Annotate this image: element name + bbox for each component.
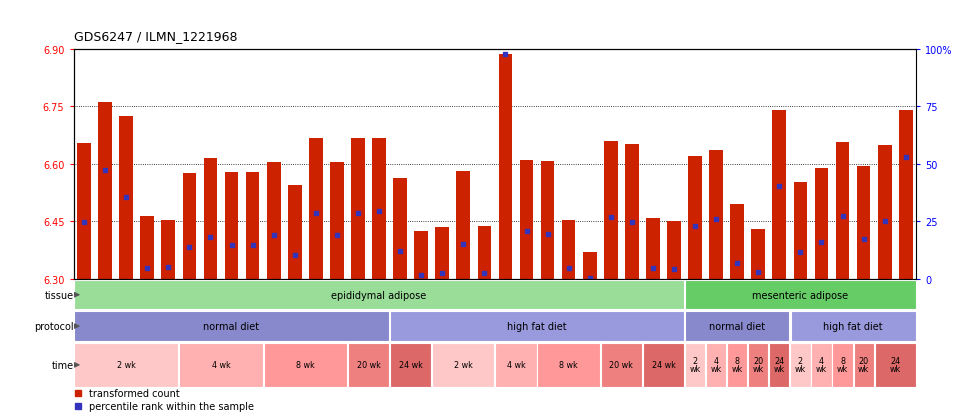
Bar [562, 220, 575, 279]
Text: mesenteric adipose: mesenteric adipose [753, 290, 849, 300]
Bar [519, 161, 533, 279]
Bar [182, 174, 196, 279]
Bar [685, 343, 706, 387]
Text: 2
wk: 2 wk [690, 356, 701, 373]
Bar [390, 312, 684, 341]
Bar [667, 222, 681, 279]
Bar [899, 111, 912, 279]
Bar [583, 252, 597, 279]
Text: 20
wk: 20 wk [753, 356, 763, 373]
Bar [625, 144, 639, 279]
Bar [854, 343, 874, 387]
Bar [351, 139, 365, 279]
Bar [267, 163, 280, 279]
Text: high fat diet: high fat diet [508, 321, 566, 331]
Bar [415, 231, 428, 279]
Text: GDS6247 / ILMN_1221968: GDS6247 / ILMN_1221968 [74, 31, 237, 43]
Bar [457, 171, 470, 279]
Bar [748, 343, 768, 387]
Bar [432, 343, 495, 387]
Bar [179, 343, 263, 387]
Bar [393, 178, 407, 279]
Text: 2
wk: 2 wk [795, 356, 806, 373]
Text: 8
wk: 8 wk [732, 356, 743, 373]
Text: protocol: protocol [34, 321, 74, 331]
Bar [140, 216, 154, 279]
Bar [77, 143, 91, 279]
Bar [710, 151, 723, 279]
Bar [685, 312, 789, 341]
Bar [495, 343, 537, 387]
Text: 20
wk: 20 wk [858, 356, 869, 373]
Bar [752, 230, 765, 279]
Bar [769, 343, 790, 387]
Bar [330, 163, 344, 279]
Text: 4 wk: 4 wk [212, 361, 230, 370]
Text: 24 wk: 24 wk [652, 361, 675, 370]
Text: time: time [51, 360, 74, 370]
Bar [790, 343, 810, 387]
Bar [772, 111, 786, 279]
Text: normal diet: normal diet [710, 321, 765, 331]
Text: 4
wk: 4 wk [816, 356, 827, 373]
Bar [706, 343, 726, 387]
Text: 24 wk: 24 wk [399, 361, 422, 370]
Text: percentile rank within the sample: percentile rank within the sample [88, 401, 254, 411]
Text: 8
wk: 8 wk [837, 356, 848, 373]
Text: 24
wk: 24 wk [890, 356, 901, 373]
Text: 24
wk: 24 wk [774, 356, 785, 373]
Text: transformed count: transformed count [88, 388, 179, 398]
Bar [204, 159, 218, 279]
Bar [727, 343, 748, 387]
Bar [878, 145, 892, 279]
Text: 2 wk: 2 wk [117, 361, 135, 370]
Bar [688, 157, 702, 279]
Bar [98, 103, 112, 279]
Bar [74, 343, 178, 387]
Text: epididymal adipose: epididymal adipose [331, 290, 426, 300]
Bar [537, 343, 600, 387]
Bar [435, 228, 449, 279]
Text: normal diet: normal diet [204, 321, 260, 331]
Bar [794, 183, 808, 279]
Bar [120, 116, 133, 279]
Text: tissue: tissue [44, 290, 74, 300]
Bar [390, 343, 431, 387]
Bar [74, 312, 389, 341]
Bar [541, 161, 555, 279]
Bar [811, 343, 832, 387]
Text: 20 wk: 20 wk [357, 361, 380, 370]
Bar [730, 205, 744, 279]
Bar [288, 185, 302, 279]
Bar [309, 139, 322, 279]
Bar [499, 55, 513, 279]
Bar [643, 343, 684, 387]
Bar [836, 142, 850, 279]
Bar [791, 312, 915, 341]
Text: 4 wk: 4 wk [507, 361, 525, 370]
Bar [685, 280, 915, 310]
Text: 20 wk: 20 wk [610, 361, 633, 370]
Bar [857, 166, 870, 279]
Bar [874, 343, 916, 387]
Text: high fat diet: high fat diet [823, 321, 883, 331]
Bar [477, 226, 491, 279]
Text: 4
wk: 4 wk [710, 356, 721, 373]
Bar [224, 173, 238, 279]
Bar [646, 218, 660, 279]
Bar [372, 138, 386, 279]
Bar [604, 142, 617, 279]
Text: 8 wk: 8 wk [560, 361, 578, 370]
Bar [601, 343, 642, 387]
Bar [832, 343, 853, 387]
Bar [348, 343, 389, 387]
Bar [74, 280, 684, 310]
Bar [246, 173, 260, 279]
Bar [264, 343, 347, 387]
Text: 8 wk: 8 wk [296, 361, 315, 370]
Bar [162, 221, 175, 279]
Bar [814, 168, 828, 279]
Text: 2 wk: 2 wk [454, 361, 472, 370]
